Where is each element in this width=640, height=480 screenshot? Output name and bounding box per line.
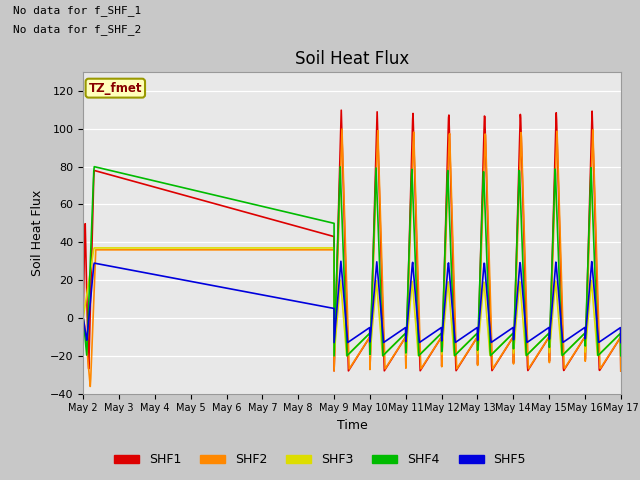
SHF2 — [79, 315, 87, 321]
Legend: SHF1, SHF2, SHF3, SHF4, SHF5: SHF1, SHF2, SHF3, SHF4, SHF5 — [109, 448, 531, 471]
SHF3 — [330, 353, 338, 359]
SHF5 — [568, 333, 576, 339]
SHF4 — [79, 315, 87, 321]
SHF5 — [440, 312, 448, 318]
SHF4 — [330, 353, 338, 359]
SHF3 — [84, 282, 92, 288]
SHF1 — [337, 108, 345, 113]
SHF3 — [417, 351, 424, 357]
Line: SHF4: SHF4 — [83, 167, 621, 356]
SHF1 — [417, 367, 424, 373]
SHF5 — [337, 258, 345, 264]
SHF5 — [330, 340, 338, 346]
Line: SHF3: SHF3 — [83, 248, 621, 356]
SHF5 — [79, 315, 87, 321]
SHF5 — [617, 340, 625, 346]
SHF1 — [330, 368, 338, 374]
SHF2 — [338, 126, 346, 132]
SHF3 — [360, 336, 367, 342]
Text: No data for f_SHF_2: No data for f_SHF_2 — [13, 24, 141, 35]
Line: SHF1: SHF1 — [83, 110, 621, 371]
SHF1 — [93, 168, 100, 174]
SHF1 — [84, 356, 92, 362]
SHF5 — [360, 329, 367, 335]
SHF2 — [417, 358, 424, 363]
SHF4 — [84, 315, 92, 321]
SHF4 — [440, 282, 448, 288]
Title: Soil Heat Flux: Soil Heat Flux — [295, 49, 409, 68]
SHF1 — [79, 315, 87, 321]
SHF4 — [360, 336, 367, 342]
SHF4 — [617, 353, 625, 359]
Text: No data for f_SHF_1: No data for f_SHF_1 — [13, 5, 141, 16]
SHF2 — [440, 298, 448, 303]
SHF2 — [568, 354, 576, 360]
Text: TZ_fmet: TZ_fmet — [88, 82, 142, 95]
SHF4 — [568, 343, 576, 349]
SHF2 — [86, 384, 94, 389]
SHF4 — [90, 164, 98, 169]
SHF5 — [93, 261, 100, 266]
SHF5 — [417, 339, 424, 345]
SHF1 — [617, 368, 625, 374]
SHF3 — [90, 245, 98, 251]
Line: SHF5: SHF5 — [83, 261, 621, 343]
SHF3 — [93, 245, 101, 251]
SHF2 — [93, 247, 101, 252]
SHF3 — [440, 326, 448, 332]
SHF4 — [417, 351, 424, 357]
SHF3 — [568, 343, 576, 348]
Line: SHF2: SHF2 — [83, 129, 621, 386]
SHF1 — [360, 344, 367, 350]
SHF2 — [617, 368, 625, 374]
Y-axis label: Soil Heat Flux: Soil Heat Flux — [31, 190, 44, 276]
SHF1 — [440, 285, 448, 290]
SHF2 — [360, 344, 367, 349]
SHF3 — [79, 315, 87, 321]
SHF5 — [84, 322, 92, 328]
SHF4 — [93, 165, 101, 170]
SHF3 — [617, 353, 625, 359]
SHF1 — [568, 355, 576, 360]
SHF2 — [84, 361, 92, 367]
X-axis label: Time: Time — [337, 419, 367, 432]
